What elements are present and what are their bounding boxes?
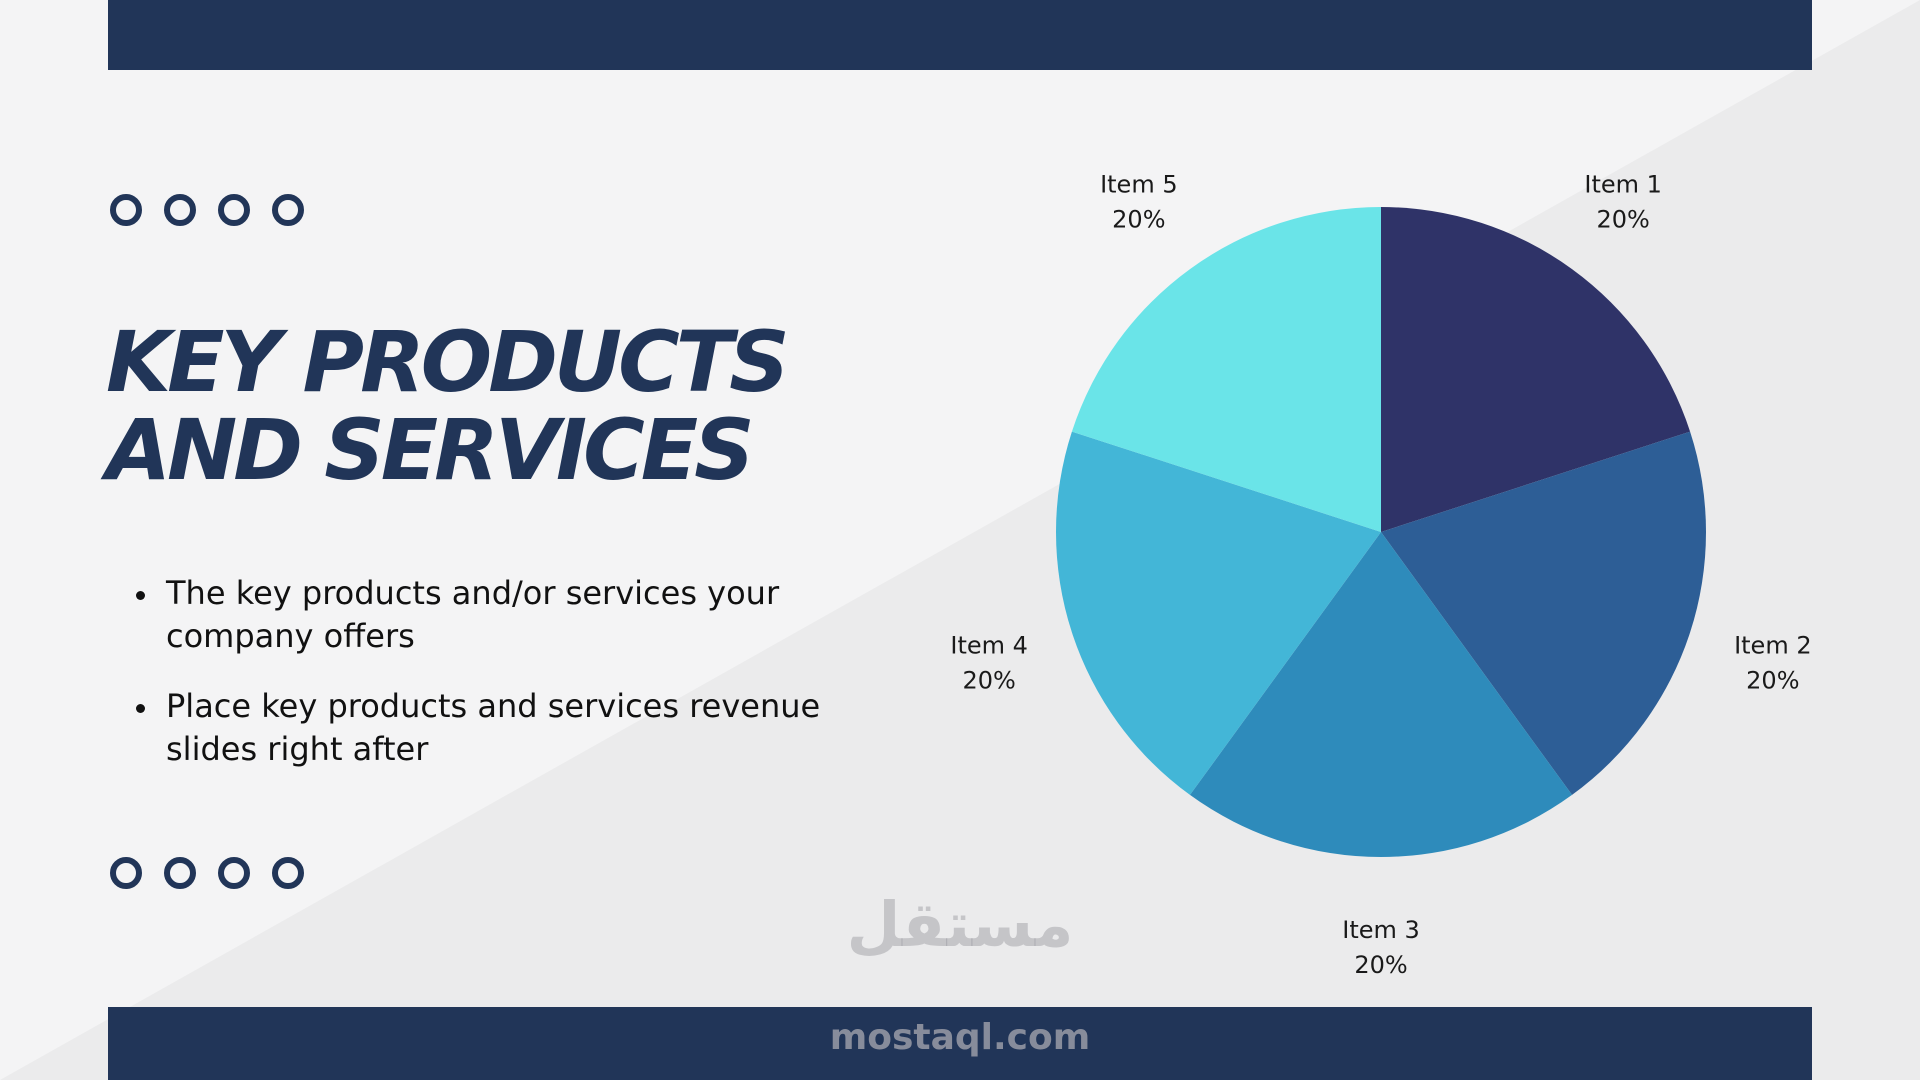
slide-title-line-1: KEY PRODUCTS <box>106 313 790 411</box>
bullet-item: The key products and/or services your co… <box>132 572 852 658</box>
ring-icon <box>110 194 142 226</box>
ring-icon <box>272 857 304 889</box>
bottom-banner <box>108 1007 1812 1080</box>
bullet-item: Place key products and services revenue … <box>132 685 852 771</box>
ring-icon <box>218 194 250 226</box>
pie-slice-4 <box>1055 431 1381 795</box>
ring-icon <box>164 194 196 226</box>
slice-label-value: 20% <box>962 666 1015 694</box>
ring-icon <box>272 194 304 226</box>
slice-label-value: 20% <box>1354 951 1407 979</box>
ring-icon <box>218 857 250 889</box>
slice-label-value: 20% <box>1596 206 1649 234</box>
ring-icon <box>164 857 196 889</box>
pie-slice-3 <box>1189 532 1573 857</box>
ring-icon <box>110 857 142 889</box>
slide-title: KEY PRODUCTS AND SERVICES <box>106 318 866 494</box>
pie-slice-2 <box>1381 431 1706 795</box>
slice-label-category: Item 5 <box>1100 171 1178 199</box>
pie-slice-1 <box>1381 207 1691 532</box>
bottom-dot-row <box>110 857 304 889</box>
slice-label-category: Item 1 <box>1584 171 1662 199</box>
slice-label-category: Item 2 <box>1734 631 1812 659</box>
slide-title-line-2: AND SERVICES <box>106 401 755 499</box>
top-dot-row <box>110 194 304 226</box>
top-banner <box>108 0 1812 70</box>
bullet-list: The key products and/or services your co… <box>132 572 852 798</box>
slice-label-value: 20% <box>1112 206 1165 234</box>
pie-slice-5 <box>1071 207 1381 532</box>
slice-label-value: 20% <box>1746 666 1799 694</box>
slice-label-category: Item 3 <box>1342 916 1420 944</box>
watermark-site: mostaql.com <box>829 1017 1091 1058</box>
slice-label-category: Item 4 <box>950 631 1028 659</box>
watermark-logo: مستقل <box>846 888 1074 961</box>
